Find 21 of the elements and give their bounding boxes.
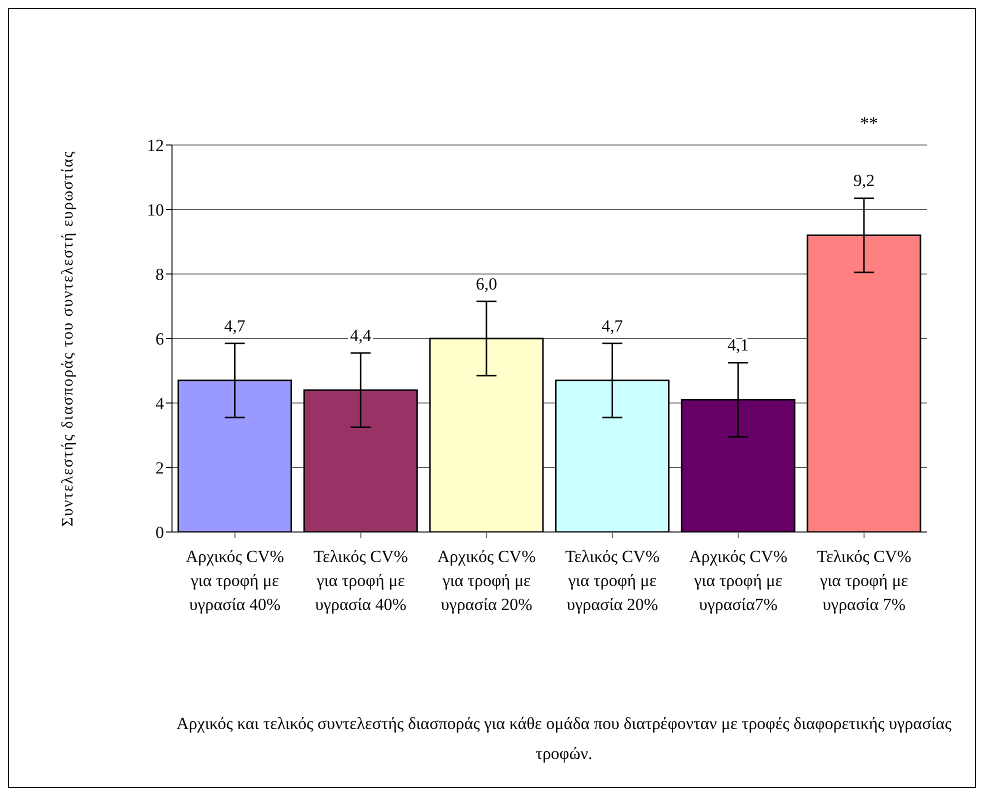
y-tick-label: 10 (147, 200, 164, 220)
x-tick-label: Τελικός CV% για τροφή με υγρασία 20% (565, 547, 660, 614)
text: Αρχικός και τελικός συντελεστής διασποράς για κάθε ομάδα που διατρέφονταν με τροφές διαφορετικής υγρασίας τροφών. (176, 713, 952, 765)
data-label: 4,7 (602, 316, 624, 336)
y-tick-label: 0 (156, 523, 164, 542)
data-label: 4,1 (728, 336, 749, 355)
y-tick-label: 2 (156, 458, 164, 478)
x-tick-label: Τελικός CV% για τροφή με υγρασία 7% (816, 547, 912, 614)
y-tick-label: 6 (156, 330, 164, 349)
x-tick-label: Αρχικός CV% για τροφή με υγρασία7% (689, 547, 788, 614)
y-axis-title: Συντελεστής διασποράς του συντελεστή ευρωστίας (60, 150, 77, 526)
data-label: 9,2 (853, 171, 875, 190)
y-tick-label: 8 (156, 265, 164, 284)
y-tick-label: 12 (147, 136, 164, 156)
x-tick-label: Αρχικός CV% για τροφή με υγρασία 20% (437, 547, 536, 614)
text: ** (859, 113, 879, 134)
y-tick-label: 4 (156, 394, 164, 414)
data-label: 6,0 (476, 274, 498, 294)
data-label: 4,7 (224, 316, 246, 336)
x-tick-label: Τελικός CV% για τροφή με υγρασία 40% (314, 547, 408, 614)
x-tick-label: Αρχικός CV% για τροφή με υγρασία 40% (186, 547, 284, 614)
